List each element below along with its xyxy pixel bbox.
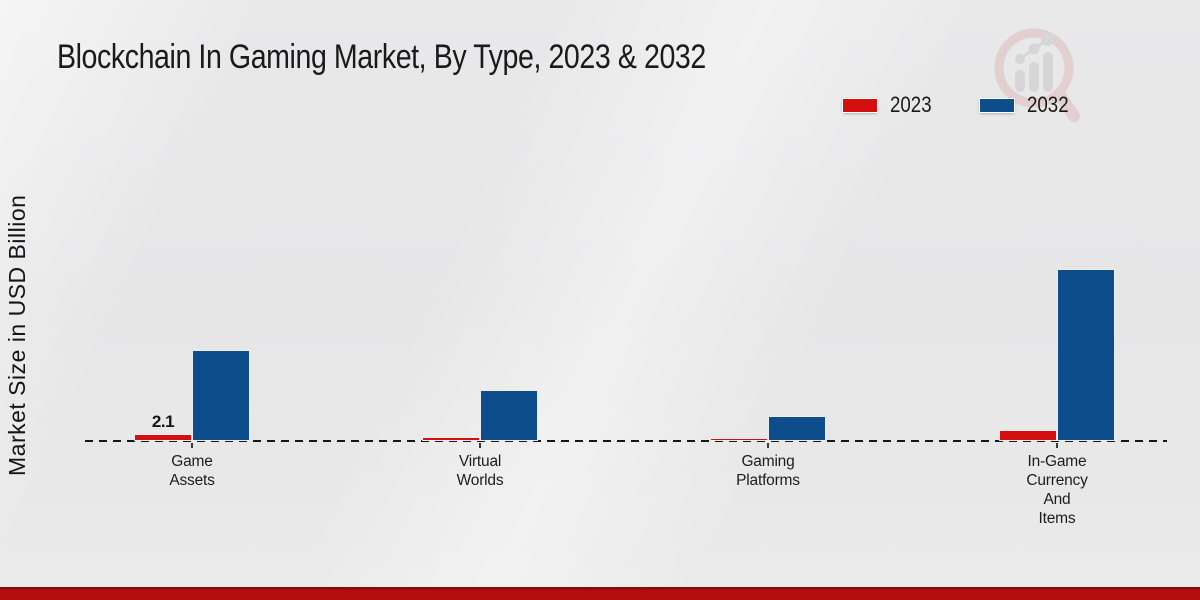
bar-2032-gaming-platforms bbox=[768, 416, 826, 441]
category-label-in-game-currency-and-items: In-Game Currency And Items bbox=[1026, 453, 1088, 527]
legend-swatch-2023 bbox=[843, 98, 877, 112]
category-label-virtual-worlds: Virtual Worlds bbox=[456, 453, 504, 489]
bar-2023-virtual-worlds bbox=[422, 437, 480, 441]
bar-2032-game-assets bbox=[192, 350, 250, 441]
bar-value-label: 2.1 bbox=[151, 412, 175, 431]
bar-2023-game-assets bbox=[134, 434, 192, 441]
legend-label-2032: 2032 bbox=[1026, 92, 1069, 117]
brand-watermark-icon bbox=[985, 22, 1085, 122]
x-axis-tick bbox=[767, 443, 769, 448]
x-axis-tick bbox=[1056, 443, 1058, 448]
bar-2032-in-game-currency-and-items bbox=[1057, 269, 1115, 441]
bar-2032-virtual-worlds bbox=[480, 390, 538, 441]
category-label-gaming-platforms: Gaming Platforms bbox=[736, 453, 800, 489]
x-axis-tick bbox=[479, 443, 481, 448]
x-axis-baseline bbox=[85, 440, 1167, 442]
bar-2023-gaming-platforms bbox=[710, 438, 768, 441]
footer-accent-bar bbox=[0, 587, 1200, 600]
legend-swatch-2032 bbox=[979, 98, 1014, 112]
chart-title: Blockchain In Gaming Market, By Type, 20… bbox=[57, 38, 706, 76]
x-axis-tick bbox=[191, 443, 193, 448]
bar-2023-in-game-currency-and-items bbox=[999, 430, 1057, 441]
category-label-game-assets: Game Assets bbox=[169, 453, 215, 489]
magnifier-growth-chart-icon bbox=[994, 28, 1080, 122]
legend: 2023 2032 bbox=[843, 92, 1076, 118]
legend-label-2023: 2023 bbox=[890, 92, 932, 117]
